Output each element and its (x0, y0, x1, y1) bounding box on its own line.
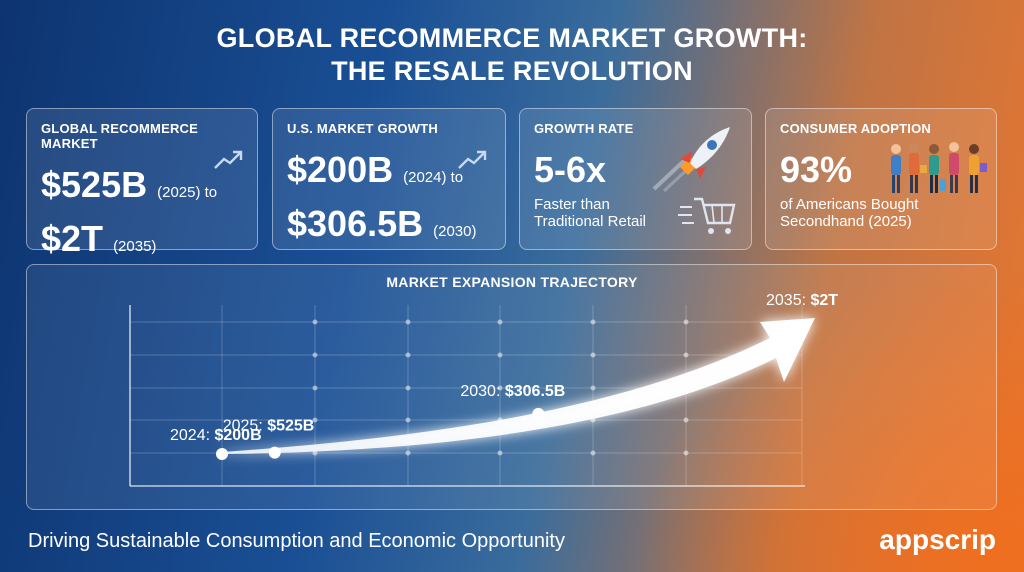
card-note: Secondhand (2025) (780, 213, 912, 230)
card-big-value: $2T (41, 218, 104, 259)
grid-node (590, 450, 596, 456)
card-small-text: (2035) (113, 238, 157, 255)
growth-arrow (222, 318, 815, 454)
data-label: 2030: $306.5B (460, 383, 565, 400)
grid-node (405, 385, 411, 391)
data-label: 2024: $200B (170, 427, 262, 444)
card-us-market-growth: U.S. MARKET GROWTH $200B (2024) to $306.… (272, 108, 506, 250)
rocket-icon (652, 127, 730, 193)
grid-node (683, 319, 689, 325)
data-label: 2025: $525B (223, 418, 315, 435)
card-small-text: (2024) to (403, 169, 464, 186)
grid-node (497, 450, 503, 456)
grid-node (497, 385, 503, 391)
shoppers-icon (891, 142, 987, 193)
chart-grid (129, 305, 803, 486)
grid-node (590, 319, 596, 325)
page-title: GLOBAL RECOMMERCE MARKET GROWTH: THE RES… (0, 22, 1024, 88)
grid-node (405, 417, 411, 423)
card-value-line-2: $306.5B (2030) (287, 204, 491, 252)
card-global-recommerce: GLOBAL RECOMMERCE MARKET $525B (2025) to… (26, 108, 258, 259)
shopping-cart-icon (678, 197, 736, 234)
data-point (268, 446, 281, 459)
card-value-line-2: $2T (2035) (41, 219, 243, 267)
grid-node (497, 319, 503, 325)
card-label: GLOBAL RECOMMERCE MARKET (41, 121, 198, 151)
card-note: Faster than (534, 196, 610, 213)
card-consumer-adoption: CONSUMER ADOPTION 93% of Americans Bough… (765, 108, 997, 250)
grid-node (405, 352, 411, 358)
footer-tagline: Driving Sustainable Consumption and Econ… (28, 530, 565, 552)
title-line-2: THE RESALE REVOLUTION (331, 56, 693, 86)
grid-node (683, 417, 689, 423)
chart-panel (26, 264, 997, 510)
grid-node (497, 352, 503, 358)
title-line-1: GLOBAL RECOMMERCE MARKET GROWTH: (216, 23, 808, 53)
data-point (216, 448, 228, 460)
card-big-value: $306.5B (287, 203, 424, 244)
card-value-line-1: $200B (2024) to (287, 150, 491, 198)
grid-node (312, 417, 318, 423)
grid-node (405, 319, 411, 325)
card-growth-rate: GROWTH RATE 5-6x Faster than Traditional… (519, 108, 752, 250)
grid-node (405, 450, 411, 456)
card-big-value: $525B (41, 164, 148, 205)
grid-node (312, 385, 318, 391)
grid-node (590, 352, 596, 358)
card-label: CONSUMER ADOPTION (780, 121, 931, 136)
grid-node (312, 319, 318, 325)
card-big-value: 5-6x (534, 149, 607, 190)
card-small-text: (2025) to (157, 184, 218, 201)
data-point (532, 407, 545, 420)
trend-up-icon (458, 150, 487, 169)
card-value-line-1: $525B (2025) to (41, 165, 243, 213)
data-label: 2035: $2T (766, 292, 838, 309)
grid-node (312, 450, 318, 456)
card-note: Traditional Retail (534, 213, 646, 230)
card-label: U.S. MARKET GROWTH (287, 121, 438, 136)
card-small-text: (2030) (433, 223, 477, 240)
grid-node (683, 352, 689, 358)
card-label: GROWTH RATE (534, 121, 634, 136)
chart-title: MARKET EXPANSION TRAJECTORY (386, 274, 638, 290)
card-note: of Americans Bought (780, 196, 919, 213)
grid-node (312, 352, 318, 358)
brand-logo: appscrip (879, 524, 996, 555)
trend-up-icon (214, 150, 243, 169)
grid-node (683, 450, 689, 456)
grid-node (590, 385, 596, 391)
card-big-value: 93% (780, 149, 853, 190)
card-big-value: $200B (287, 149, 394, 190)
